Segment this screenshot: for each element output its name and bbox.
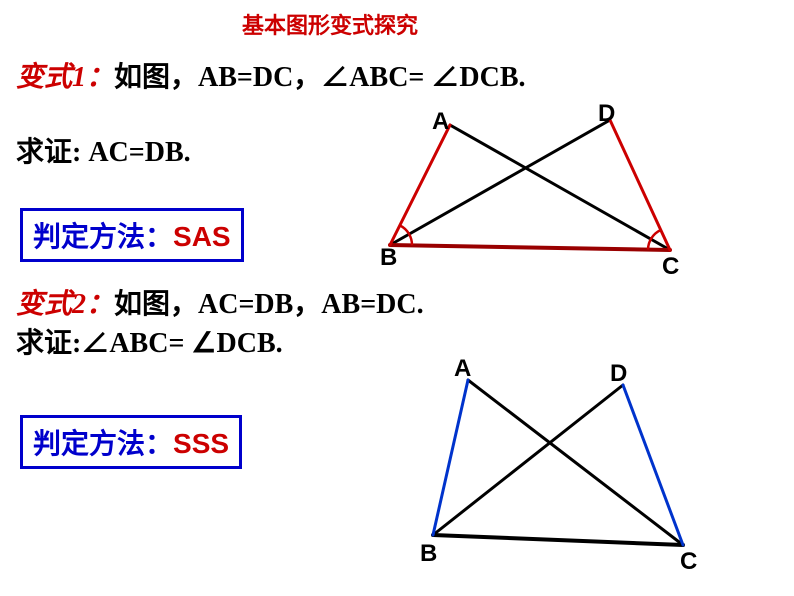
diagram2-label-D: D <box>610 360 627 388</box>
page-title: 基本图形变式探究 <box>242 8 418 40</box>
method2-value: SSS <box>173 428 229 459</box>
variant2-given: 如图，AC=DB，AB=DC. <box>114 289 424 320</box>
method-box-1: 判定方法：SAS <box>20 208 244 262</box>
variant2-prove-line: 求证:∠ABC= ∠DCB. <box>16 321 283 361</box>
diagram2-label-A: A <box>454 355 471 383</box>
variant1-prove-line: 求证: AC=DB. <box>16 130 191 170</box>
method-box-2: 判定方法：SSS <box>20 415 242 469</box>
variant1-given: 如图，AB=DC，∠ABC= ∠DCB. <box>114 62 525 93</box>
method1-value: SAS <box>173 221 231 252</box>
variant2-prove: 求证:∠ABC= ∠DCB. <box>16 328 283 359</box>
diagram2-label-C: C <box>680 548 697 576</box>
method2-label: 判定方法： <box>33 429 173 460</box>
diagram1-label-B: B <box>380 244 397 272</box>
diagram2-label-B: B <box>420 540 437 568</box>
method1-label: 判定方法： <box>33 222 173 253</box>
diagram1-label-A: A <box>432 108 449 136</box>
diagram1-label-C: C <box>662 253 679 281</box>
title-text: 基本图形变式探究 <box>242 13 418 38</box>
variant2-given-line: 变式2：如图，AC=DB，AB=DC. <box>16 282 424 322</box>
diagram-1 <box>380 105 700 275</box>
diagram-2 <box>408 360 728 570</box>
diagram1-label-D: D <box>598 100 615 128</box>
variant1-label: 变式1： <box>16 62 114 93</box>
variant1-given-line: 变式1：如图，AB=DC，∠ABC= ∠DCB. <box>16 55 526 95</box>
variant1-prove: 求证: AC=DB. <box>16 137 191 168</box>
variant2-label: 变式2： <box>16 289 114 320</box>
